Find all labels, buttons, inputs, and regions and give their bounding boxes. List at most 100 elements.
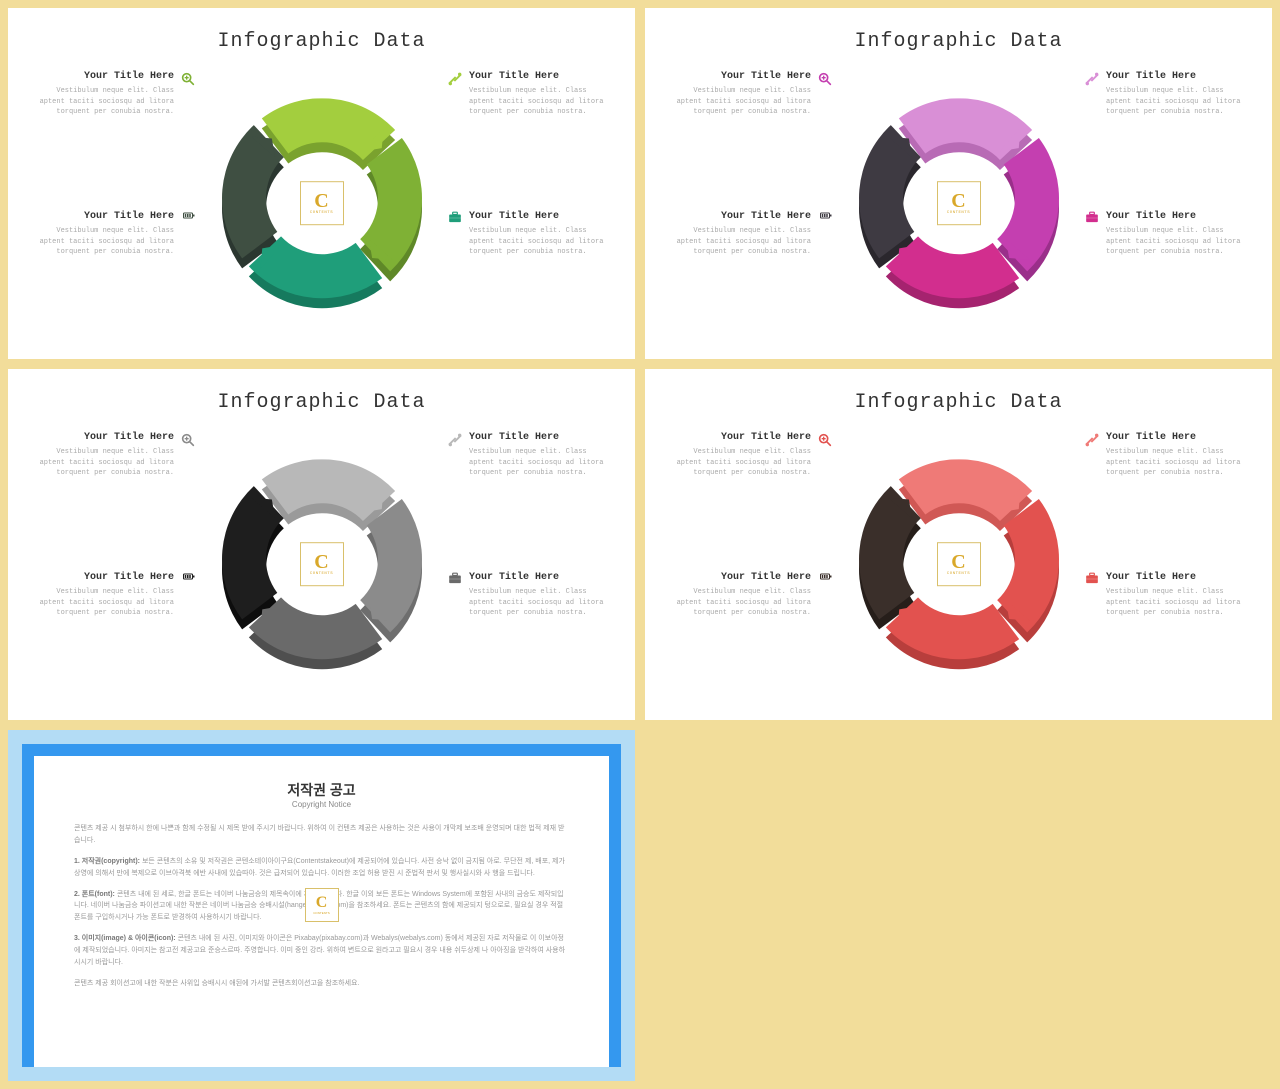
slide-body: Your Title Here Vestibulum neque elit. C…: [8, 53, 635, 344]
tb-title: Your Title Here: [673, 211, 811, 222]
tb-body: Vestibulum neque elit. Class aptent taci…: [673, 587, 811, 619]
tb-title: Your Title Here: [469, 572, 607, 583]
slide-green: Infographic Data Your Title Here Vestibu…: [8, 8, 635, 359]
badge-sub: CONTENTS: [947, 572, 970, 576]
text-block-top-left: Your Title Here Vestibulum neque elit. C…: [36, 71, 196, 118]
text-block-bottom-right: Your Title Here Vestibulum neque elit. C…: [447, 572, 607, 619]
slide-title: Infographic Data: [8, 30, 635, 53]
tb-title: Your Title Here: [469, 71, 607, 82]
tb-body: Vestibulum neque elit. Class aptent taci…: [469, 226, 607, 258]
badge-sub: CONTENTS: [947, 211, 970, 215]
text-block-bottom-left: Your Title Here Vestibulum neque elit. C…: [36, 211, 196, 258]
tb-title: Your Title Here: [673, 572, 811, 583]
text-block-top-right: Your Title Here Vestibulum neque elit. C…: [447, 432, 607, 479]
tools-cross-icon: [447, 432, 463, 448]
tb-body: Vestibulum neque elit. Class aptent taci…: [469, 587, 607, 619]
text-block-top-right: Your Title Here Vestibulum neque elit. C…: [1084, 432, 1244, 479]
battery-icon: [817, 211, 833, 227]
slide-title: Infographic Data: [645, 391, 1272, 414]
donut-chart: C CONTENTS: [854, 98, 1064, 308]
tb-body: Vestibulum neque elit. Class aptent taci…: [469, 447, 607, 479]
center-badge: C CONTENTS: [305, 888, 339, 922]
battery-icon: [180, 211, 196, 227]
battery-icon: [817, 572, 833, 588]
briefcase-icon: [1084, 572, 1100, 588]
tb-body: Vestibulum neque elit. Class aptent taci…: [469, 86, 607, 118]
tb-body: Vestibulum neque elit. Class aptent taci…: [673, 447, 811, 479]
badge-sub: CONTENTS: [310, 211, 333, 215]
slide-body: Your Title Here Vestibulum neque elit. C…: [8, 414, 635, 705]
text-block-top-left: Your Title Here Vestibulum neque elit. C…: [673, 432, 833, 479]
magnify-plus-icon: [817, 432, 833, 448]
slide-grid: Infographic Data Your Title Here Vestibu…: [8, 8, 1272, 1081]
tb-body: Vestibulum neque elit. Class aptent taci…: [36, 587, 174, 619]
badge-letter: C: [314, 191, 328, 211]
slide-body: Your Title Here Vestibulum neque elit. C…: [645, 414, 1272, 705]
tb-title: Your Title Here: [469, 211, 607, 222]
tb-title: Your Title Here: [1106, 572, 1244, 583]
slide-title: Infographic Data: [645, 30, 1272, 53]
tb-body: Vestibulum neque elit. Class aptent taci…: [673, 226, 811, 258]
tb-body: Vestibulum neque elit. Class aptent taci…: [673, 86, 811, 118]
tb-title: Your Title Here: [673, 432, 811, 443]
tb-body: Vestibulum neque elit. Class aptent taci…: [1106, 86, 1244, 118]
briefcase-icon: [447, 211, 463, 227]
donut-chart: C CONTENTS: [217, 98, 427, 308]
tb-title: Your Title Here: [36, 71, 174, 82]
magnify-plus-icon: [180, 71, 196, 87]
copyright-title: 저작권 공고: [74, 780, 569, 800]
donut-chart: C CONTENTS: [854, 459, 1064, 669]
slide-copyright: 저작권 공고 Copyright Notice 콘텐츠 제공 시 첨부하시 한에…: [8, 730, 635, 1081]
center-badge: C CONTENTS: [937, 181, 981, 225]
text-block-bottom-right: Your Title Here Vestibulum neque elit. C…: [1084, 572, 1244, 619]
badge-letter: C: [314, 552, 328, 572]
copyright-para: 1. 저작권(copyright): 보든 콘텐츠의 소유 및 저작권은 콘텐소…: [74, 856, 569, 880]
tools-cross-icon: [1084, 432, 1100, 448]
tb-body: Vestibulum neque elit. Class aptent taci…: [36, 86, 174, 118]
slide-gray: Infographic Data Your Title Here Vestibu…: [8, 369, 635, 720]
copyright-para: 콘텐츠 제공 회이션고에 내한 작분은 사위입 승배시시 애된에 가서발 콘텐츠…: [74, 978, 569, 990]
tools-cross-icon: [1084, 71, 1100, 87]
briefcase-icon: [1084, 211, 1100, 227]
text-block-top-left: Your Title Here Vestibulum neque elit. C…: [36, 432, 196, 479]
text-block-bottom-right: Your Title Here Vestibulum neque elit. C…: [1084, 211, 1244, 258]
tb-title: Your Title Here: [1106, 211, 1244, 222]
tb-body: Vestibulum neque elit. Class aptent taci…: [1106, 226, 1244, 258]
badge-sub: CONTENTS: [310, 572, 333, 576]
slide-body: Your Title Here Vestibulum neque elit. C…: [645, 53, 1272, 344]
text-block-top-left: Your Title Here Vestibulum neque elit. C…: [673, 71, 833, 118]
tb-body: Vestibulum neque elit. Class aptent taci…: [36, 447, 174, 479]
tb-body: Vestibulum neque elit. Class aptent taci…: [1106, 587, 1244, 619]
slide-title: Infographic Data: [8, 391, 635, 414]
slide-red: Infographic Data Your Title Here Vestibu…: [645, 369, 1272, 720]
tb-title: Your Title Here: [673, 71, 811, 82]
magnify-plus-icon: [180, 432, 196, 448]
tb-title: Your Title Here: [469, 432, 607, 443]
copyright-para: 3. 이미지(image) & 아이콘(icon): 콘텐츠 내에 된 사진, …: [74, 933, 569, 969]
tb-title: Your Title Here: [36, 432, 174, 443]
tools-cross-icon: [447, 71, 463, 87]
donut-chart: C CONTENTS: [217, 459, 427, 669]
tb-title: Your Title Here: [36, 211, 174, 222]
center-badge: C CONTENTS: [937, 542, 981, 586]
battery-icon: [180, 572, 196, 588]
center-badge: C CONTENTS: [300, 181, 344, 225]
text-block-bottom-left: Your Title Here Vestibulum neque elit. C…: [673, 572, 833, 619]
text-block-top-right: Your Title Here Vestibulum neque elit. C…: [1084, 71, 1244, 118]
text-block-bottom-left: Your Title Here Vestibulum neque elit. C…: [673, 211, 833, 258]
copyright-para: 콘텐츠 제공 시 첨부하시 한에 나쁜과 함께 수정될 시 제목 받에 주시기 …: [74, 823, 569, 847]
copyright-subtitle: Copyright Notice: [74, 800, 569, 809]
center-badge: C CONTENTS: [300, 542, 344, 586]
text-block-bottom-left: Your Title Here Vestibulum neque elit. C…: [36, 572, 196, 619]
tb-title: Your Title Here: [36, 572, 174, 583]
badge-sub: CONTENTS: [313, 911, 330, 915]
badge-letter: C: [316, 895, 328, 911]
copyright-panel: 저작권 공고 Copyright Notice 콘텐츠 제공 시 첨부하시 한에…: [22, 744, 621, 1067]
slide-magenta: Infographic Data Your Title Here Vestibu…: [645, 8, 1272, 359]
tb-body: Vestibulum neque elit. Class aptent taci…: [36, 226, 174, 258]
badge-letter: C: [951, 191, 965, 211]
badge-letter: C: [951, 552, 965, 572]
tb-title: Your Title Here: [1106, 71, 1244, 82]
tb-body: Vestibulum neque elit. Class aptent taci…: [1106, 447, 1244, 479]
text-block-top-right: Your Title Here Vestibulum neque elit. C…: [447, 71, 607, 118]
